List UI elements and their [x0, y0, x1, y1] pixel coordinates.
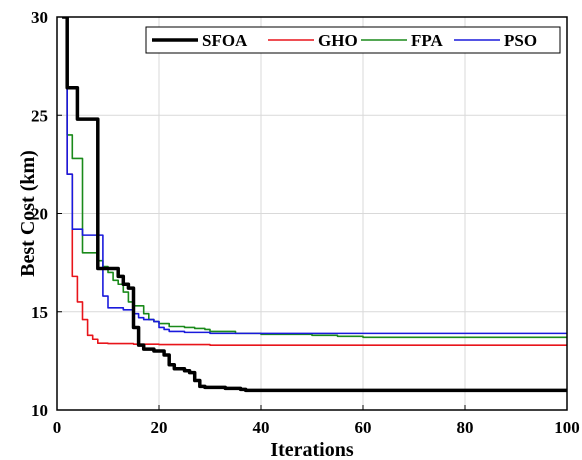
legend-items: SFOA GHO FPA PSO — [152, 31, 537, 50]
legend-label-sfoa: SFOA — [202, 31, 248, 50]
x-axis-label: Iterations — [270, 439, 354, 460]
y-tick-label: 20 — [31, 205, 48, 224]
legend-label-fpa: FPA — [411, 31, 444, 50]
x-tick-label: 40 — [253, 418, 270, 437]
x-tick-label: 60 — [355, 418, 372, 437]
legend-label-gho: GHO — [318, 31, 358, 50]
series-line-sfoa — [62, 17, 567, 393]
x-tick-label: 0 — [53, 418, 62, 437]
x-tick-label: 100 — [554, 418, 580, 437]
legend-label-pso: PSO — [504, 31, 537, 50]
series-line-pso — [62, 17, 567, 335]
grid — [57, 17, 567, 410]
y-tick-label: 15 — [31, 303, 48, 322]
y-tick-label: 10 — [31, 401, 48, 420]
legend: SFOA GHO FPA PSO — [145, 26, 561, 54]
series-line-gho — [62, 17, 567, 346]
y-tick-label: 25 — [31, 106, 48, 125]
x-tick-label: 20 — [151, 418, 168, 437]
tick-labels: 0 20 40 60 80 100 10 15 20 25 30 — [31, 8, 580, 437]
y-axis-label: Best Cost (km) — [17, 150, 39, 277]
y-tick-label: 30 — [31, 8, 48, 27]
series-lines — [62, 17, 567, 393]
x-tick-label: 80 — [457, 418, 474, 437]
series-line-fpa — [62, 17, 567, 339]
